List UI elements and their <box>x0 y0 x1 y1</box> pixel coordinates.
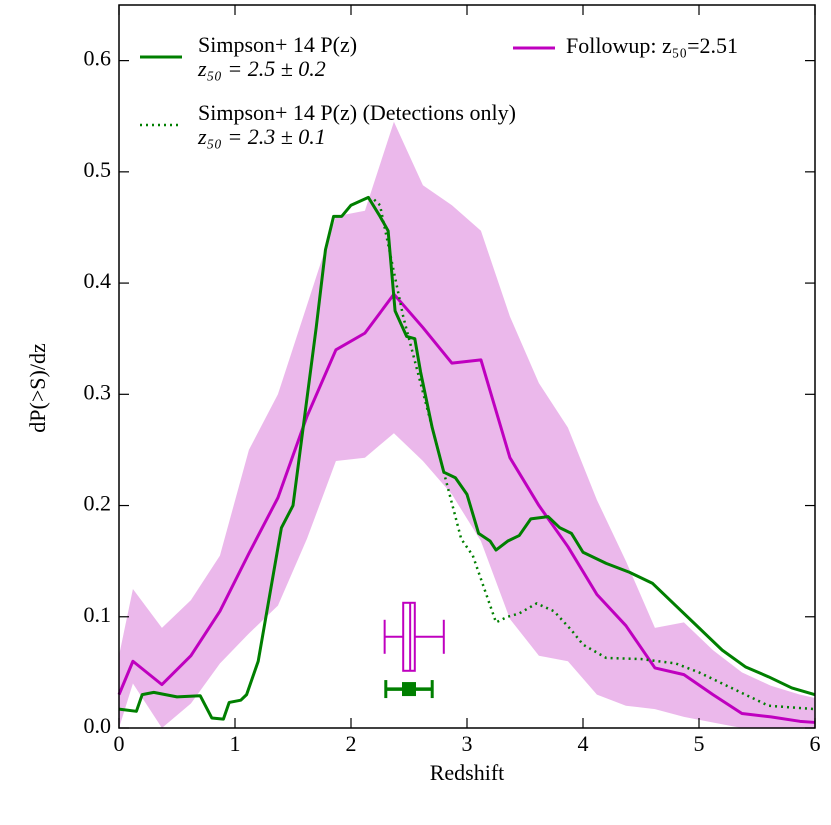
x-tick-label: 3 <box>462 731 473 756</box>
line <box>117 292 816 724</box>
y-tick-label: 0.6 <box>84 46 112 71</box>
legend-sublabel: z₅₀ = 2.5 ± 0.2 <box>197 56 326 81</box>
x-axis-label: Redshift <box>430 760 505 785</box>
y-tick-label: 0.5 <box>84 157 112 182</box>
legend-label: Followup: z₅₀=2.51 <box>566 33 738 58</box>
legend-label: Simpson+ 14 P(z) (Detections only) <box>198 100 516 125</box>
y-tick-label: 0.1 <box>84 602 112 627</box>
box <box>402 601 416 672</box>
y-tick-label: 0.2 <box>84 491 112 516</box>
marker <box>402 682 416 697</box>
y-tick-label: 0.4 <box>84 268 112 293</box>
y-tick-label: 0.3 <box>84 379 112 404</box>
confidence-band <box>119 121 815 729</box>
x-tick-label: 4 <box>578 731 589 756</box>
y-axis-label: dP(>S)/dz <box>25 343 50 433</box>
x-tick-label: 2 <box>346 731 357 756</box>
x-tick-label: 5 <box>694 731 705 756</box>
line <box>118 195 816 721</box>
x-tick-label: 1 <box>230 731 241 756</box>
legend-label: Simpson+ 14 P(z) <box>198 32 357 57</box>
legend-sublabel: z₅₀ = 2.3 ± 0.1 <box>197 124 326 149</box>
y-tick-label: 0.0 <box>84 713 112 738</box>
x-tick-label: 0 <box>114 731 125 756</box>
x-tick-label: 6 <box>810 731 821 756</box>
